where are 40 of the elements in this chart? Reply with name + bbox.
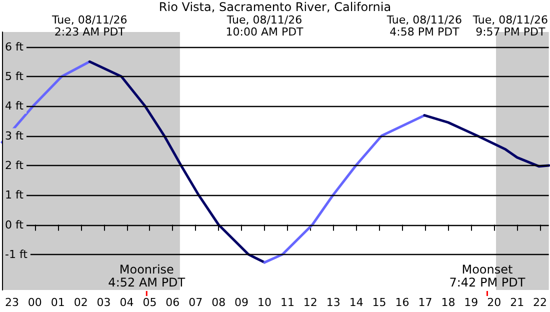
x-tick-label: 00 xyxy=(28,296,42,309)
x-tick-label: 05 xyxy=(142,296,157,309)
annotation: Tue, 08/11/26 10:00 AM PDT xyxy=(226,14,304,38)
x-tick-label: 21 xyxy=(510,296,524,309)
x-tick-label: 04 xyxy=(120,296,134,309)
y-tick-label: 1 ft xyxy=(5,188,24,202)
y-tick-label: 3 ft xyxy=(5,129,24,142)
annotation: Tue, 08/11/26 4:58 PM PDT xyxy=(386,14,462,38)
annotation: Tue, 08/11/26 9:57 PM PDT xyxy=(472,14,548,38)
x-tick-label: 10 xyxy=(258,296,272,309)
y-tick-label: 5 ft xyxy=(5,70,24,83)
x-tick-label: 03 xyxy=(96,296,111,309)
x-tick-label: 13 xyxy=(326,296,340,309)
x-tick-label: 11 xyxy=(280,296,294,309)
x-tick-label: 22 xyxy=(533,296,548,309)
y-tick-label: -1 ft xyxy=(5,248,28,261)
x-tick-label: 06 xyxy=(166,296,180,309)
x-tick-label: 20 xyxy=(487,296,502,309)
x-tick-label: 17 xyxy=(418,296,432,309)
y-tick-label: 0 ft xyxy=(5,218,24,232)
x-tick-label: 16 xyxy=(395,296,410,309)
x-tick-label: 08 xyxy=(212,296,226,309)
x-tick-label: 15 xyxy=(372,296,386,309)
x-tick-label: 09 xyxy=(234,296,249,309)
y-tick-label: 4 ft xyxy=(5,100,24,113)
x-tick-label: 23 xyxy=(4,296,19,309)
y-tick-label: 2 ft xyxy=(5,158,24,172)
x-tick-label: 14 xyxy=(349,296,364,309)
y-tick-label: 6 ft xyxy=(5,40,24,54)
x-tick-label: 02 xyxy=(74,296,88,309)
x-tick-label: 19 xyxy=(464,296,478,309)
chart-title: Rio Vista, Sacramento River, California xyxy=(158,0,392,14)
x-tick-label: 12 xyxy=(303,296,318,309)
x-tick-label: 07 xyxy=(188,296,203,309)
x-tick-label: 18 xyxy=(441,296,456,309)
annotation: Tue, 08/11/26 2:23 AM PDT xyxy=(51,14,128,38)
line-series xyxy=(0,60,91,144)
ref-line-label: Moonrise 4:52 AM PDT xyxy=(108,262,186,290)
x-tick-label: 01 xyxy=(50,296,65,309)
ref-line-label: Moonset 7:42 PM PDT xyxy=(449,262,526,290)
